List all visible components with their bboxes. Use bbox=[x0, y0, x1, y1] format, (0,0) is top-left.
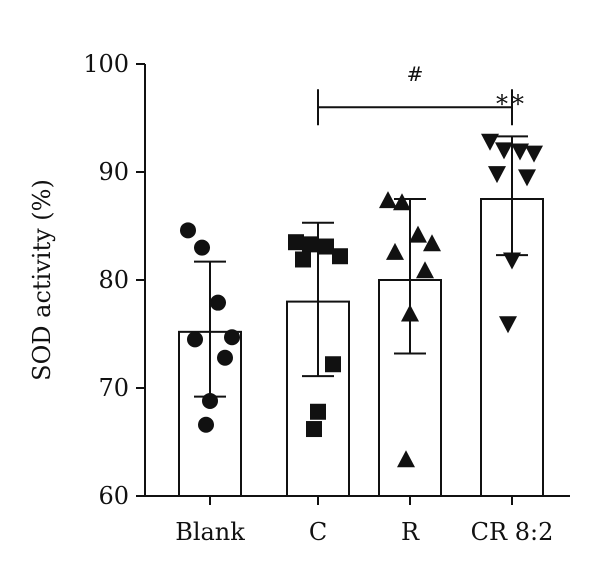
triangle-up-point bbox=[379, 191, 397, 209]
square-point bbox=[318, 238, 334, 255]
circle-point bbox=[187, 331, 203, 348]
significance-stars: ** bbox=[496, 90, 528, 118]
triangle-down-point bbox=[499, 316, 517, 334]
triangle-down-point bbox=[495, 142, 513, 160]
square-point bbox=[325, 356, 341, 373]
triangle-up-point bbox=[397, 450, 415, 468]
square-point bbox=[302, 236, 318, 253]
significance-bracket bbox=[317, 89, 513, 126]
circle-point bbox=[210, 294, 226, 311]
circle-point bbox=[194, 239, 210, 256]
x-tick-label: R bbox=[401, 518, 420, 546]
axes: 60 70 80 90 100 Blank C R CR 8:2 bbox=[83, 50, 570, 546]
triangle-up-point bbox=[386, 242, 404, 260]
triangle-down-point bbox=[481, 133, 499, 151]
bracket-label: # bbox=[407, 62, 424, 86]
x-tick-label: Blank bbox=[175, 518, 245, 546]
y-tick-label: 90 bbox=[98, 158, 129, 186]
y-tick-label: 100 bbox=[83, 50, 129, 78]
square-point bbox=[295, 251, 311, 268]
triangle-down-point bbox=[503, 252, 521, 270]
y-tick-label: 80 bbox=[98, 266, 129, 294]
y-axis-label: SOD activity (%) bbox=[28, 179, 56, 381]
bars bbox=[178, 198, 544, 497]
triangle-down-point bbox=[525, 145, 543, 163]
circle-point bbox=[217, 349, 233, 366]
data-points bbox=[180, 133, 543, 468]
square-point bbox=[288, 234, 304, 251]
square-point bbox=[332, 248, 348, 265]
triangle-up-point bbox=[401, 304, 419, 322]
error-bars bbox=[194, 135, 528, 398]
triangle-up-point bbox=[423, 234, 441, 252]
circle-point bbox=[224, 329, 240, 346]
triangle-up-point bbox=[409, 225, 427, 243]
circle-point bbox=[180, 222, 196, 239]
triangle-up-point bbox=[393, 193, 411, 211]
y-tick-label: 60 bbox=[98, 482, 129, 510]
annotations: # ** bbox=[317, 62, 528, 126]
square-point bbox=[306, 421, 322, 438]
square-point bbox=[310, 403, 326, 420]
triangle-down-point bbox=[518, 169, 536, 187]
triangle-down-point bbox=[488, 166, 506, 184]
x-tick-label: CR 8:2 bbox=[471, 518, 554, 546]
triangle-down-point bbox=[511, 143, 529, 161]
circle-point bbox=[202, 392, 218, 409]
circle-point bbox=[198, 416, 214, 433]
y-tick-label: 70 bbox=[98, 374, 129, 402]
x-tick-label: C bbox=[309, 518, 327, 546]
triangle-up-point bbox=[416, 261, 434, 279]
